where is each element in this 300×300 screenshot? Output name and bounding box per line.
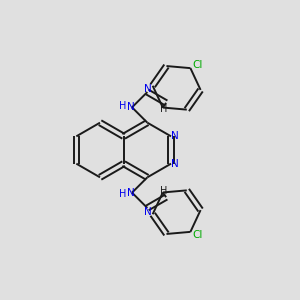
Text: Cl: Cl [192, 230, 202, 240]
Text: N: N [127, 188, 135, 198]
Text: N: N [145, 207, 152, 217]
Text: H: H [118, 189, 126, 199]
Text: Cl: Cl [192, 61, 202, 70]
Text: N: N [145, 84, 152, 94]
Text: H: H [118, 101, 126, 111]
Text: N: N [171, 131, 179, 141]
Text: N: N [171, 159, 179, 169]
Text: H: H [160, 104, 167, 114]
Text: H: H [160, 186, 167, 196]
Text: N: N [127, 102, 135, 112]
